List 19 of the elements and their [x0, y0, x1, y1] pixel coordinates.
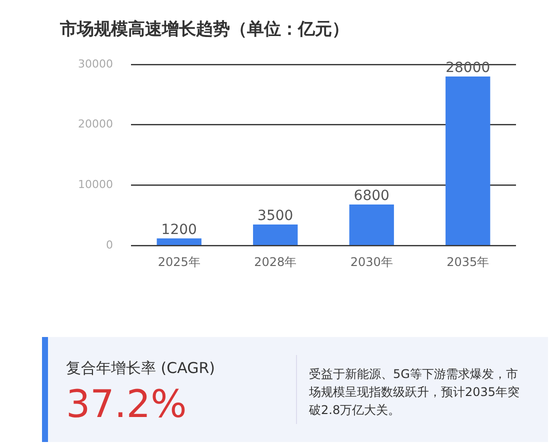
y-tick-label: 0 [106, 238, 113, 252]
chart-title: 市场规模高速增长趋势（单位：亿元） [59, 20, 349, 40]
bar [349, 204, 394, 245]
bar [253, 224, 298, 245]
data-label: 3500 [258, 208, 294, 224]
y-tick-label: 10000 [78, 178, 113, 192]
bar [156, 238, 202, 245]
x-tick-label: 2035年 [446, 254, 490, 269]
x-tick-label: 2028年 [254, 254, 297, 269]
x-tick-label: 2030年 [350, 254, 393, 269]
data-label: 6800 [354, 188, 390, 204]
bar [446, 76, 490, 245]
y-tick-label: 30000 [78, 57, 113, 70]
text: 37.2% [66, 382, 188, 426]
data-label: 1200 [161, 222, 197, 238]
x-tick-label: 2025年 [158, 254, 200, 269]
text: 复合年增长率 (CAGR) [66, 359, 216, 378]
text: 受益于新能源、5G等下游需求爆发，市场规模呈现指数级跃升，预计2035年突破2.8万亿大关。 [309, 366, 521, 419]
y-tick-label: 20000 [78, 118, 113, 131]
